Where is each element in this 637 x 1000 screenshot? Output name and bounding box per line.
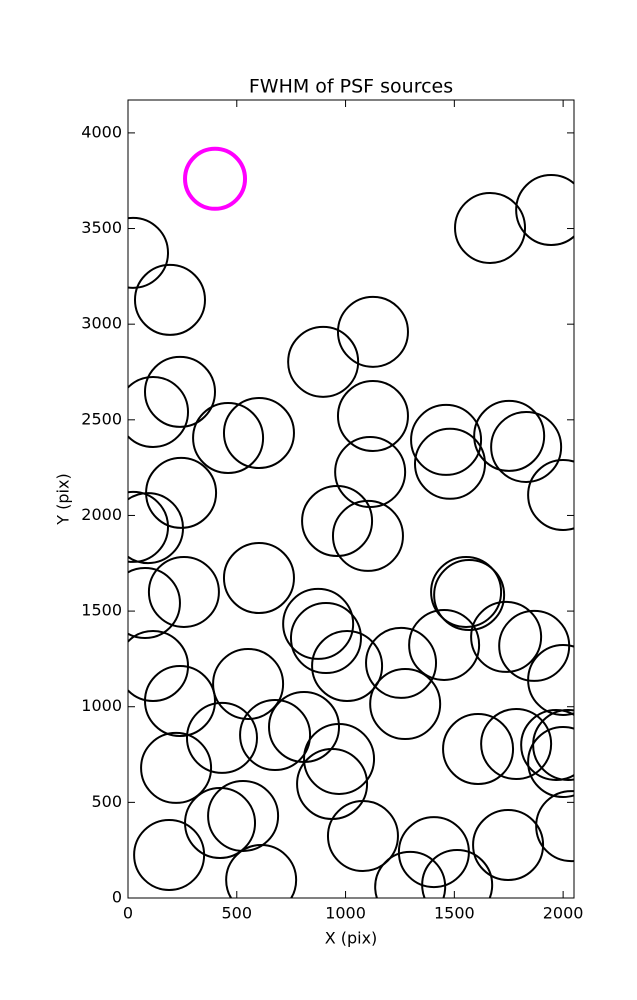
- source-marker: [442, 712, 515, 785]
- source-marker: [336, 295, 409, 368]
- source-marker: [365, 626, 438, 699]
- source-marker: [143, 664, 216, 737]
- source-marker: [133, 818, 206, 891]
- source-marker: [282, 587, 355, 660]
- y-tick-label: 3500: [81, 218, 122, 237]
- source-marker: [331, 499, 404, 572]
- x-tick-label: 0: [123, 904, 133, 923]
- source-marker: [490, 410, 563, 483]
- y-tick-label: 1500: [81, 601, 122, 620]
- y-tick-label: 1000: [81, 696, 122, 715]
- source-marker: [140, 731, 213, 804]
- source-marker: [222, 541, 295, 614]
- source-marker: [311, 629, 384, 702]
- source-marker: [527, 726, 574, 798]
- source-marker: [472, 809, 545, 882]
- source-marker: [535, 790, 574, 863]
- x-tick-label: 500: [222, 904, 253, 923]
- source-marker: [410, 403, 483, 476]
- source-marker: [470, 600, 543, 673]
- x-tick-label: 1000: [325, 904, 366, 923]
- source-marker: [408, 608, 481, 681]
- chart-title: FWHM of PSF sources: [249, 76, 453, 98]
- source-marker: [147, 555, 220, 628]
- source-marker: [133, 263, 206, 336]
- source-marker: [421, 849, 494, 898]
- source-marker: [369, 668, 442, 741]
- x-tick-label: 1500: [434, 904, 475, 923]
- y-axis-label: Y (pix): [54, 473, 73, 525]
- source-marker: [192, 401, 265, 474]
- x-tick-label: 2000: [543, 904, 584, 923]
- plot-frame: [127, 99, 575, 899]
- source-marker: [143, 355, 216, 428]
- y-tick-label: 2500: [81, 409, 122, 428]
- y-tick-label: 500: [91, 792, 122, 811]
- source-marker: [430, 555, 503, 628]
- source-marker: [303, 722, 376, 795]
- source-marker: [527, 458, 574, 531]
- source-marker: [225, 844, 298, 898]
- source-marker: [128, 492, 185, 565]
- source-marker: [212, 647, 285, 720]
- source-marker: [287, 325, 360, 398]
- source-marker: [532, 708, 574, 781]
- source-marker: [128, 216, 169, 289]
- source-marker: [454, 191, 527, 264]
- source-marker: [239, 699, 312, 772]
- plot-area: [128, 146, 574, 898]
- y-tick-label: 2000: [81, 505, 122, 524]
- y-tick-label: 0: [112, 888, 122, 907]
- source-marker: [326, 800, 399, 873]
- source-marker: [336, 379, 409, 452]
- source-marker: [222, 397, 295, 470]
- source-marker: [515, 173, 574, 246]
- source-marker: [473, 399, 546, 472]
- source-marker: [413, 427, 486, 500]
- source-marker: [128, 490, 169, 563]
- x-axis-label: X (pix): [325, 929, 378, 948]
- source-marker: [128, 567, 181, 640]
- source-marker: [374, 850, 447, 898]
- source-marker: [433, 559, 506, 632]
- y-tick-label: 3000: [81, 314, 122, 333]
- source-marker: [183, 146, 248, 211]
- source-marker: [480, 708, 553, 781]
- source-marker: [289, 602, 362, 675]
- source-marker: [301, 484, 374, 557]
- source-marker: [527, 643, 574, 716]
- source-marker: [128, 375, 190, 448]
- source-marker: [185, 701, 258, 774]
- source-marker: [520, 708, 574, 781]
- y-tick-label: 4000: [81, 122, 122, 141]
